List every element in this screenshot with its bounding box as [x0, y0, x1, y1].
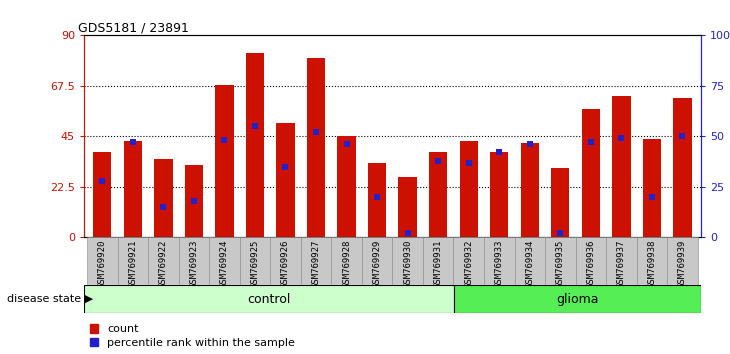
Text: GSM769927: GSM769927	[312, 240, 320, 288]
Text: glioma: glioma	[556, 293, 599, 306]
Text: GSM769922: GSM769922	[159, 240, 168, 288]
Bar	[148, 237, 179, 285]
Bar	[368, 163, 386, 237]
Bar	[520, 143, 539, 237]
Bar	[331, 237, 362, 285]
Text: GSM769932: GSM769932	[464, 240, 473, 288]
Bar	[453, 237, 484, 285]
Text: GSM769938: GSM769938	[648, 240, 656, 288]
Bar	[667, 237, 698, 285]
Bar	[551, 168, 569, 237]
Bar	[277, 123, 295, 237]
Text: GSM769923: GSM769923	[189, 240, 199, 288]
Text: GSM769929: GSM769929	[372, 240, 382, 288]
Bar	[123, 141, 142, 237]
Text: GSM769939: GSM769939	[678, 240, 687, 288]
Bar	[215, 85, 234, 237]
Bar	[307, 58, 325, 237]
Text: GSM769921: GSM769921	[128, 240, 137, 288]
Bar	[337, 136, 356, 237]
Text: GSM769928: GSM769928	[342, 240, 351, 288]
Bar	[460, 141, 478, 237]
Bar	[270, 237, 301, 285]
Text: disease state ▶: disease state ▶	[7, 294, 93, 304]
Text: GSM769933: GSM769933	[495, 240, 504, 288]
Bar	[582, 109, 600, 237]
Bar	[84, 285, 454, 313]
Bar	[179, 237, 210, 285]
Bar	[239, 237, 270, 285]
Text: GSM769926: GSM769926	[281, 240, 290, 288]
Legend: count, percentile rank within the sample: count, percentile rank within the sample	[90, 324, 295, 348]
Text: GSM769934: GSM769934	[526, 240, 534, 288]
Bar	[118, 237, 148, 285]
Bar	[484, 237, 515, 285]
Bar	[545, 237, 575, 285]
Text: control: control	[247, 293, 291, 306]
Bar	[454, 285, 701, 313]
Bar	[154, 159, 172, 237]
Text: GSM769935: GSM769935	[556, 240, 565, 288]
Bar	[423, 237, 453, 285]
Bar	[87, 237, 118, 285]
Text: GSM769930: GSM769930	[403, 240, 412, 288]
Bar	[362, 237, 393, 285]
Bar	[399, 177, 417, 237]
Bar	[393, 237, 423, 285]
Text: GSM769937: GSM769937	[617, 240, 626, 288]
Bar	[643, 138, 661, 237]
Text: GSM769936: GSM769936	[586, 240, 596, 288]
Bar	[429, 152, 447, 237]
Bar	[185, 165, 203, 237]
Text: GSM769924: GSM769924	[220, 240, 229, 288]
Bar	[93, 152, 112, 237]
Bar	[612, 96, 631, 237]
Bar	[673, 98, 691, 237]
Bar	[606, 237, 637, 285]
Text: GSM769931: GSM769931	[434, 240, 442, 288]
Bar	[575, 237, 606, 285]
Bar	[490, 152, 508, 237]
Text: GSM769920: GSM769920	[98, 240, 107, 288]
Bar	[515, 237, 545, 285]
Bar	[637, 237, 667, 285]
Text: GSM769925: GSM769925	[250, 240, 259, 288]
Bar	[210, 237, 239, 285]
Bar	[246, 53, 264, 237]
Text: GDS5181 / 23891: GDS5181 / 23891	[78, 21, 188, 34]
Bar	[301, 237, 331, 285]
